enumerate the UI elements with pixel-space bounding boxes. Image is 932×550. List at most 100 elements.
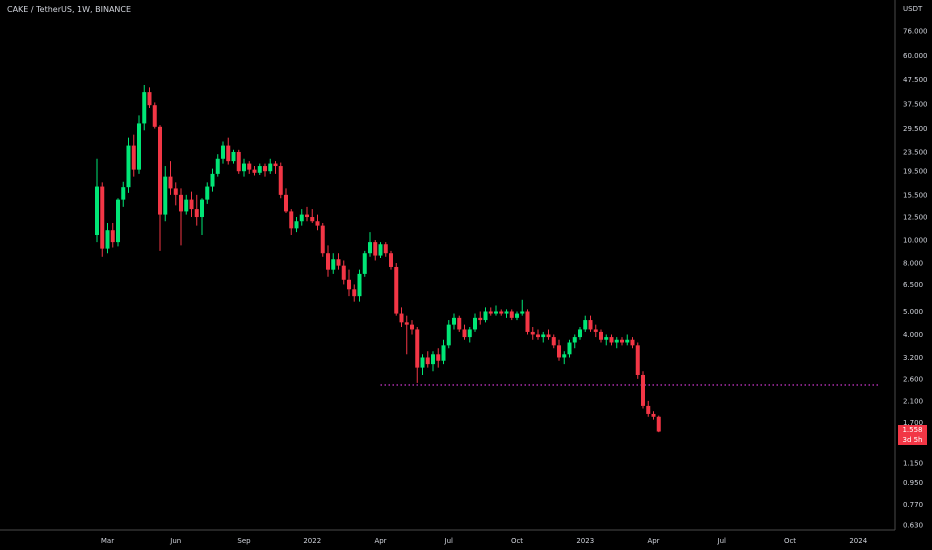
candle-body	[142, 92, 147, 124]
candle-body	[320, 225, 325, 254]
candle-body	[415, 329, 420, 368]
price-tick-label: 37.500	[903, 100, 928, 108]
candle-body	[641, 374, 645, 406]
price-tick-label: 23.500	[903, 148, 928, 156]
candle-body	[126, 145, 131, 188]
candle-body	[210, 173, 215, 187]
price-tick-label: 8.000	[903, 260, 923, 268]
candle-body	[368, 242, 372, 254]
candle-body	[252, 169, 257, 173]
candle-body	[336, 259, 341, 266]
candle-body	[383, 244, 388, 254]
candle-body	[257, 166, 262, 173]
candle-body	[347, 279, 351, 290]
candle-body	[488, 311, 493, 314]
candle-body	[562, 354, 567, 358]
candle-body	[567, 342, 572, 355]
candle-body	[331, 259, 336, 270]
candle-body	[446, 324, 451, 346]
candle-body	[620, 339, 624, 343]
candle-body	[273, 163, 278, 167]
chart-title: CAKE / TetherUS, 1W, BINANCE	[7, 5, 132, 14]
candle-body	[462, 329, 467, 338]
candle-body	[436, 354, 441, 361]
candle-body	[378, 244, 383, 256]
candle-body	[467, 329, 472, 338]
candle-body	[630, 339, 635, 346]
candle-body	[520, 311, 525, 314]
price-tick-label: 19.500	[903, 168, 928, 176]
candle-body	[588, 320, 593, 330]
candle-body	[541, 334, 546, 338]
axis-unit-label: USDT	[903, 5, 923, 13]
candle-body	[352, 289, 357, 297]
price-tick-label: 6.500	[903, 281, 923, 289]
candle-body	[294, 221, 299, 229]
candle-body	[373, 242, 378, 256]
candle-body	[158, 126, 162, 215]
candle-body	[152, 105, 157, 127]
price-tick-label: 3.200	[903, 354, 923, 362]
candle-body	[116, 199, 120, 243]
price-tick-label: 12.500	[903, 214, 928, 222]
candle-body	[604, 337, 609, 340]
candle-body	[247, 163, 252, 170]
time-tick-label: Jul	[444, 537, 454, 545]
price-tick-label: 76.000	[903, 27, 928, 35]
price-tick-label: 2.100	[903, 397, 923, 405]
candle-body	[509, 311, 514, 318]
candle-body	[656, 416, 661, 432]
candle-body	[278, 166, 283, 195]
candle-body	[299, 214, 304, 222]
candle-body	[457, 317, 462, 330]
time-tick-label: Sep	[237, 537, 251, 545]
candle-body	[263, 166, 267, 172]
candle-body	[599, 331, 603, 340]
candle-body	[614, 339, 619, 343]
candle-body	[557, 345, 561, 358]
candle-body	[609, 337, 614, 343]
candle-body	[305, 214, 309, 218]
candle-body	[357, 273, 362, 297]
candle-body	[194, 209, 199, 218]
price-tick-label: 0.950	[903, 479, 923, 487]
candle-body	[404, 322, 409, 325]
candle-body	[137, 123, 141, 170]
time-tick-label: Apr	[647, 537, 659, 545]
candle-body	[441, 345, 446, 361]
candle-body	[504, 311, 509, 314]
candle-body	[478, 317, 483, 321]
candle-body	[315, 221, 320, 226]
candle-body	[515, 313, 519, 318]
candle-body	[572, 337, 577, 343]
candle-body	[215, 158, 220, 174]
candle-body	[284, 194, 288, 212]
time-tick-label: Oct	[511, 537, 523, 545]
time-axis-labels[interactable]: Mar Jun Sep 2022 Apr Jul Oct 2023 Apr Jul Oct 2024	[101, 537, 868, 545]
candle-body	[410, 324, 414, 330]
candle-body	[635, 345, 640, 375]
time-tick-label: Jul	[717, 537, 727, 545]
candle-body	[168, 176, 173, 189]
candle-body	[499, 311, 504, 314]
candle-body	[205, 186, 210, 200]
candle-body	[147, 92, 152, 106]
candle-body	[625, 339, 630, 343]
price-axis-labels[interactable]: 76.000 60.000 47.500 37.500 29.500 23.500 19.5…	[903, 27, 928, 529]
candle-body	[242, 163, 246, 172]
time-tick-label: Mar	[101, 537, 114, 545]
candle-body	[362, 253, 367, 274]
candle-body	[394, 266, 399, 314]
candles-layer	[95, 85, 661, 433]
time-tick-label: Apr	[374, 537, 386, 545]
candle-body	[651, 413, 656, 417]
candle-body	[473, 317, 477, 330]
time-tick-label: Jun	[169, 537, 181, 545]
price-tick-label: 29.500	[903, 125, 928, 133]
candle-body	[525, 311, 530, 332]
candle-body	[226, 145, 231, 162]
candle-body	[163, 176, 168, 215]
candle-body	[399, 313, 404, 323]
time-tick-label: 2022	[303, 537, 321, 545]
